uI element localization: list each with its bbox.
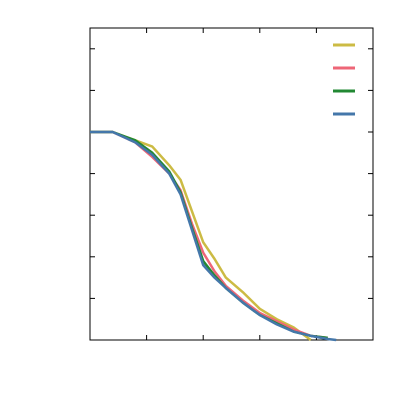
series-line [90,130,312,342]
series-line [90,130,328,340]
series-line [90,130,337,342]
series-line [90,130,328,340]
plot-frame [89,27,374,341]
